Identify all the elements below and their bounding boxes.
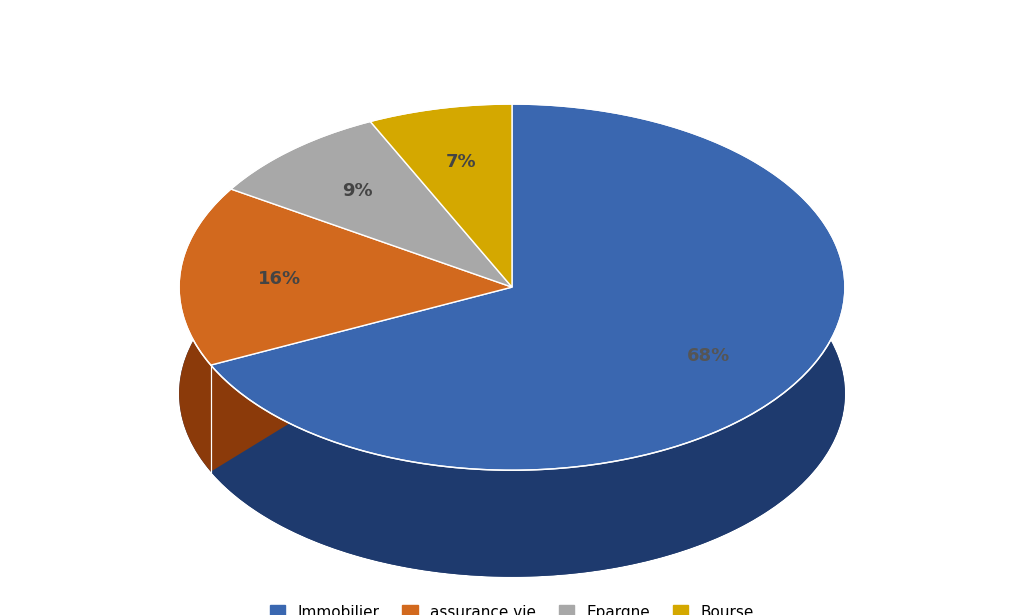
Polygon shape	[231, 122, 512, 394]
Legend: Immobilier, assurance vie, Epargne, Bourse: Immobilier, assurance vie, Epargne, Bour…	[264, 598, 760, 615]
Text: 68%: 68%	[687, 347, 730, 365]
Polygon shape	[371, 104, 512, 394]
Polygon shape	[179, 189, 512, 472]
Text: 16%: 16%	[258, 270, 301, 288]
Polygon shape	[211, 104, 845, 577]
Ellipse shape	[179, 210, 845, 577]
Polygon shape	[211, 104, 845, 470]
Text: 7%: 7%	[445, 153, 476, 171]
Polygon shape	[371, 104, 512, 287]
Text: 9%: 9%	[343, 182, 373, 200]
Polygon shape	[231, 122, 512, 287]
Polygon shape	[179, 189, 512, 365]
